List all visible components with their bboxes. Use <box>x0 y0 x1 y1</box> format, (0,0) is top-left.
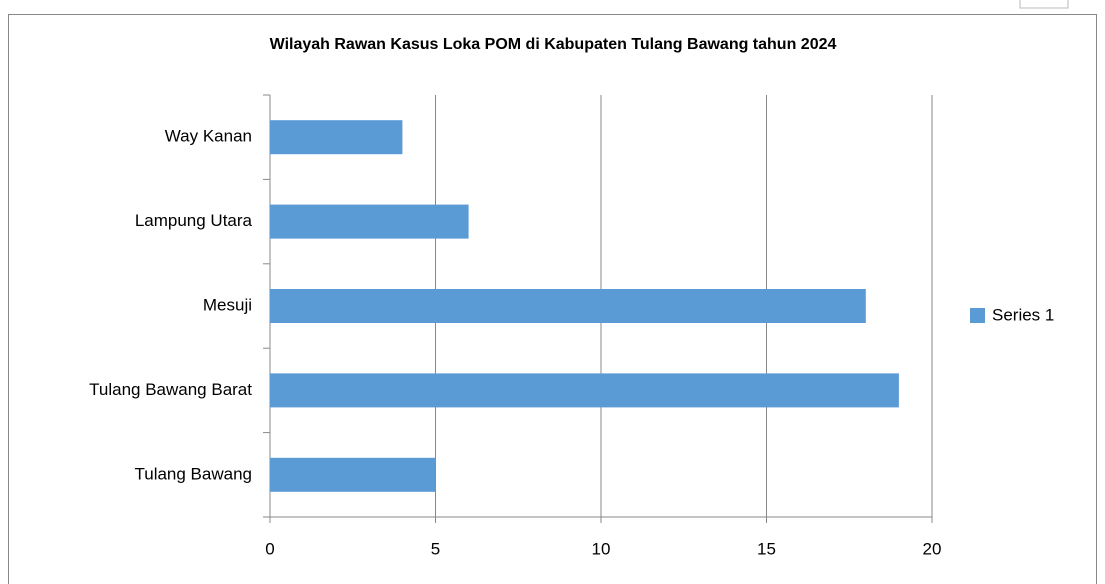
bar <box>270 289 866 323</box>
bar <box>270 457 436 492</box>
legend-swatch <box>970 308 985 323</box>
x-tick-label: 5 <box>431 539 440 558</box>
y-tick-label: Mesuji <box>203 295 252 314</box>
corner-handle <box>1019 0 1069 9</box>
x-tick-label: 10 <box>592 539 611 558</box>
y-tick-label: Tulang Bawang <box>134 464 252 483</box>
y-tick-label: Lampung Utara <box>135 211 253 230</box>
x-tick-label: 15 <box>757 539 776 558</box>
bar <box>270 204 469 239</box>
y-tick-label: Way Kanan <box>165 127 252 146</box>
y-tick-label: Tulang Bawang Barat <box>89 380 252 399</box>
bar <box>270 373 899 408</box>
x-tick-label: 20 <box>923 539 942 558</box>
chart-title: Wilayah Rawan Kasus Loka POM di Kabupate… <box>270 36 837 53</box>
x-tick-label: 0 <box>265 539 274 558</box>
bar <box>270 120 403 155</box>
legend-label: Series 1 <box>992 305 1054 324</box>
